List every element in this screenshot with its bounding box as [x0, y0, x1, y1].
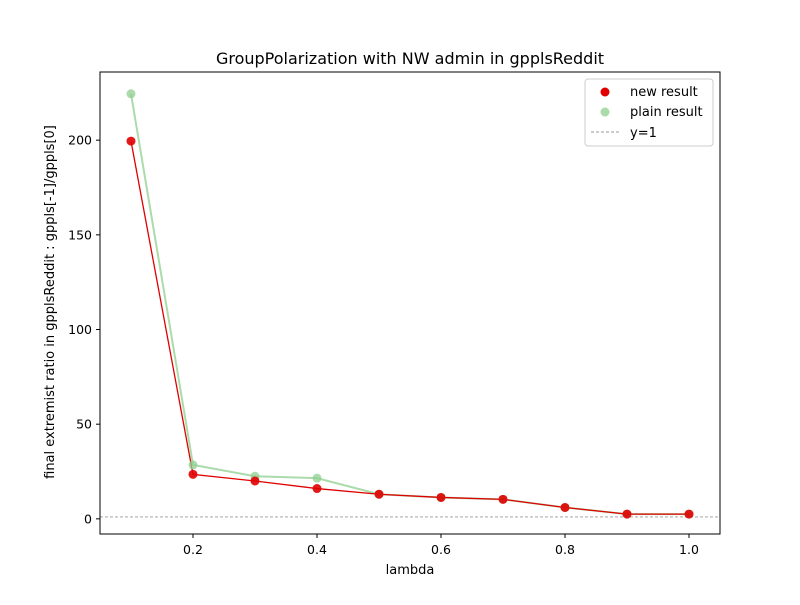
- axes-frame: [99, 71, 721, 535]
- y-axis-label: final extremist ratio in gpplsReddit : g…: [43, 125, 58, 479]
- legend-marker-new-result: [600, 87, 610, 97]
- x-tick-label: 0.6: [431, 542, 451, 557]
- data-point-new-result: [498, 494, 508, 504]
- data-point-new-result: [250, 476, 260, 486]
- data-point-plain-result: [312, 473, 322, 483]
- data-point-new-result: [374, 489, 384, 499]
- data-point-plain-result: [188, 460, 198, 470]
- y-tick-label: 0: [84, 511, 92, 526]
- y-tick-label: 200: [68, 133, 92, 148]
- data-point-new-result: [684, 509, 694, 519]
- y-tick-label: 50: [76, 417, 92, 432]
- data-point-new-result: [622, 509, 632, 519]
- data-point-new-result: [126, 136, 136, 146]
- x-axis-label: lambda: [386, 563, 435, 578]
- x-tick-label: 0.4: [307, 542, 327, 557]
- data-point-new-result: [436, 492, 446, 502]
- legend-label-reference-line: y=1: [630, 126, 657, 141]
- axis-ticks: 0.2 0.4 0.6 0.8 1.0 0 50 100 150 200: [68, 133, 699, 557]
- legend-box: [584, 78, 714, 147]
- y-tick-label: 100: [68, 322, 92, 337]
- data-point-new-result: [560, 502, 570, 512]
- x-tick-label: 0.2: [183, 542, 203, 557]
- data-point-new-result: [312, 484, 322, 494]
- data-point-new-result: [188, 469, 198, 479]
- legend-label-new-result: new result: [630, 85, 698, 100]
- legend-label-plain-result: plain result: [630, 105, 703, 120]
- plot-area: [100, 89, 720, 519]
- y-tick-label: 150: [68, 227, 92, 242]
- series-line-new-result: [130, 140, 689, 515]
- chart-title: GroupPolarization with NW admin in gppls…: [216, 49, 604, 68]
- x-tick-label: 1.0: [679, 542, 699, 557]
- legend: new result plain result y=1: [584, 78, 714, 147]
- x-tick-label: 0.8: [555, 542, 575, 557]
- legend-marker-plain-result: [600, 107, 610, 117]
- data-point-plain-result: [126, 89, 136, 99]
